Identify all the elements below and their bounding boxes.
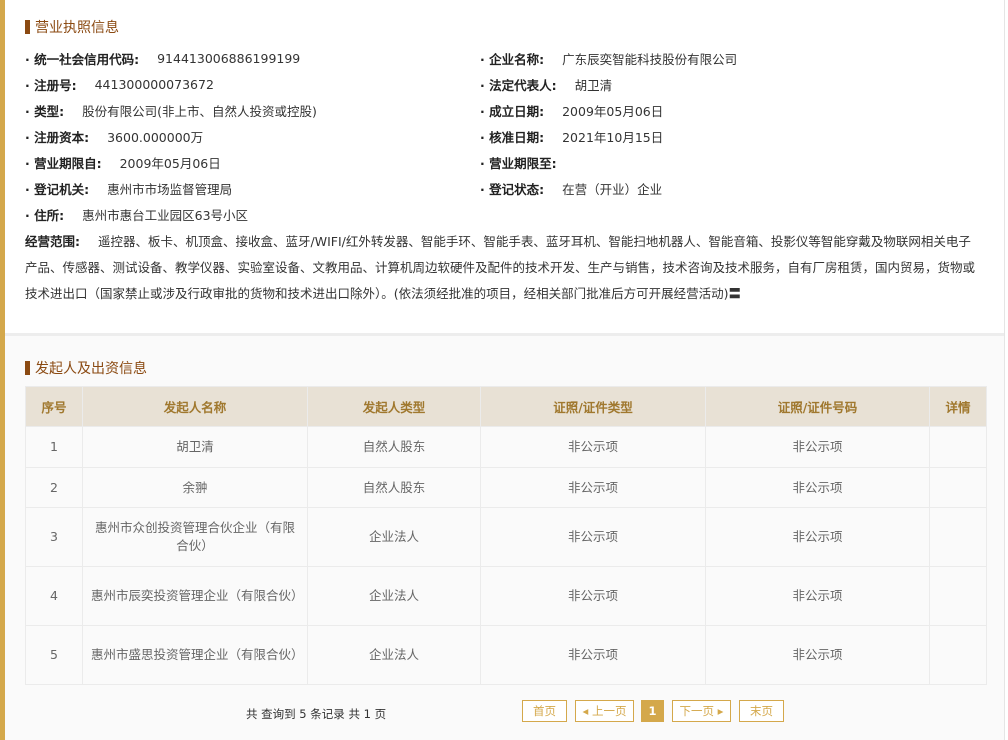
field-label: 成立日期: bbox=[480, 101, 544, 120]
field-label: 注册号: bbox=[25, 75, 77, 94]
scope-label: 经营范围: bbox=[25, 234, 80, 249]
info-field: 营业期限至: bbox=[480, 152, 575, 172]
table-cell: 惠州市众创投资管理合伙企业（有限合伙） bbox=[82, 507, 308, 567]
table-cell: 2 bbox=[25, 467, 83, 508]
table-cell: 非公示项 bbox=[705, 467, 930, 508]
info-field: 核准日期: 2021年10月15日 bbox=[480, 126, 663, 146]
last-page-button[interactable]: 末页 bbox=[739, 700, 784, 722]
table-cell: 非公示项 bbox=[480, 507, 706, 567]
table-cell[interactable] bbox=[929, 426, 987, 468]
field-value: 惠州市市场监督管理局 bbox=[107, 181, 233, 197]
field-label: 类型: bbox=[25, 101, 64, 120]
table-row: 2 余翀 自然人股东 非公示项 非公示项 bbox=[25, 467, 987, 508]
field-value: 2009年05月06日 bbox=[119, 155, 221, 171]
table-cell: 1 bbox=[25, 426, 83, 468]
field-value: 3600.000000万 bbox=[107, 129, 204, 145]
current-page-button[interactable]: 1 bbox=[641, 700, 664, 722]
table-cell: 非公示项 bbox=[705, 625, 930, 685]
table-cell[interactable] bbox=[929, 625, 987, 685]
table-row: 1 胡卫清 自然人股东 非公示项 非公示项 bbox=[25, 426, 987, 468]
table-row: 4 惠州市辰奕投资管理企业（有限合伙） 企业法人 非公示项 非公示项 bbox=[25, 566, 987, 626]
header-type: 发起人类型 bbox=[307, 386, 481, 427]
table-cell[interactable] bbox=[929, 566, 987, 626]
field-label: 法定代表人: bbox=[480, 75, 557, 94]
table-cell: 胡卫清 bbox=[82, 426, 308, 468]
field-value: 2021年10月15日 bbox=[562, 129, 664, 145]
table-header-row: 序号 发起人名称 发起人类型 证照/证件类型 证照/证件号码 详情 bbox=[25, 386, 987, 427]
table-cell: 企业法人 bbox=[307, 566, 481, 626]
table-row: 5 惠州市盛思投资管理企业（有限合伙） 企业法人 非公示项 非公示项 bbox=[25, 625, 987, 685]
field-label: 住所: bbox=[25, 205, 64, 224]
field-label: 营业期限自: bbox=[25, 153, 102, 172]
field-value: 惠州市惠台工业园区63号小区 bbox=[82, 207, 249, 223]
info-field: 法定代表人: 胡卫清 bbox=[480, 74, 612, 94]
table-cell: 余翀 bbox=[82, 467, 308, 508]
info-field: 营业期限自: 2009年05月06日 bbox=[25, 152, 221, 172]
investors-title-text: 发起人及出资信息 bbox=[35, 361, 147, 377]
section-divider bbox=[5, 333, 1004, 336]
field-label: 企业名称: bbox=[480, 49, 544, 68]
table-row: 3 惠州市众创投资管理合伙企业（有限合伙） 企业法人 非公示项 非公示项 bbox=[25, 507, 987, 567]
table-cell: 企业法人 bbox=[307, 507, 481, 567]
investors-title: 发起人及出资信息 bbox=[25, 358, 147, 378]
table-cell: 惠州市辰奕投资管理企业（有限合伙） bbox=[82, 566, 308, 626]
license-title: 营业执照信息 bbox=[25, 17, 119, 37]
table-cell: 非公示项 bbox=[705, 566, 930, 626]
table-cell: 自然人股东 bbox=[307, 426, 481, 468]
table-cell: 非公示项 bbox=[480, 625, 706, 685]
field-value: 914413006886199199 bbox=[157, 50, 301, 66]
table-cell[interactable] bbox=[929, 467, 987, 508]
title-marker bbox=[25, 361, 30, 375]
table-cell: 非公示项 bbox=[480, 467, 706, 508]
field-value: 2009年05月06日 bbox=[562, 103, 664, 119]
field-label: 核准日期: bbox=[480, 127, 544, 146]
header-index: 序号 bbox=[25, 386, 83, 427]
table-cell: 非公示项 bbox=[480, 426, 706, 468]
field-label: 注册资本: bbox=[25, 127, 89, 146]
table-cell: 3 bbox=[25, 507, 83, 567]
info-field: 住所: 惠州市惠台工业园区63号小区 bbox=[25, 204, 248, 224]
header-cert-type: 证照/证件类型 bbox=[480, 386, 706, 427]
table-cell: 自然人股东 bbox=[307, 467, 481, 508]
info-field: 类型: 股份有限公司(非上市、自然人投资或控股) bbox=[25, 100, 317, 120]
info-field: 统一社会信用代码: 914413006886199199 bbox=[25, 48, 300, 68]
table-cell: 非公示项 bbox=[480, 566, 706, 626]
title-marker bbox=[25, 20, 30, 34]
table-cell: 5 bbox=[25, 625, 83, 685]
table-cell: 4 bbox=[25, 566, 83, 626]
field-value: 广东辰奕智能科技股份有限公司 bbox=[562, 51, 738, 67]
header-name: 发起人名称 bbox=[82, 386, 308, 427]
field-value: 441300000073672 bbox=[94, 76, 214, 92]
info-field: 注册号: 441300000073672 bbox=[25, 74, 214, 94]
table-cell: 企业法人 bbox=[307, 625, 481, 685]
first-page-button[interactable]: 首页 bbox=[522, 700, 567, 722]
investors-table: 序号 发起人名称 发起人类型 证照/证件类型 证照/证件号码 详情 1 胡卫清 自然… bbox=[25, 386, 987, 685]
prev-page-button[interactable]: ◂ 上一页 bbox=[575, 700, 634, 722]
field-value: 胡卫清 bbox=[574, 77, 613, 93]
scope-text: 遥控器、板卡、机顶盒、接收盒、蓝牙/WIFI/红外转发器、智能手环、智能手表、蓝… bbox=[25, 234, 976, 301]
business-scope: 经营范围: 遥控器、板卡、机顶盒、接收盒、蓝牙/WIFI/红外转发器、智能手环、智… bbox=[25, 229, 975, 307]
license-title-text: 营业执照信息 bbox=[35, 20, 119, 36]
info-field: 注册资本: 3600.000000万 bbox=[25, 126, 203, 146]
info-field: 登记机关: 惠州市市场监督管理局 bbox=[25, 178, 232, 198]
field-label: 营业期限至: bbox=[480, 153, 557, 172]
field-value: 在营（开业）企业 bbox=[562, 181, 663, 197]
left-accent-border bbox=[0, 0, 5, 740]
header-detail: 详情 bbox=[929, 386, 987, 427]
next-page-button[interactable]: 下一页 ▸ bbox=[672, 700, 731, 722]
table-cell[interactable] bbox=[929, 507, 987, 567]
info-field: 登记状态: 在营（开业）企业 bbox=[480, 178, 662, 198]
pagination-info: 共 查询到 5 条记录 共 1 页 bbox=[246, 707, 387, 721]
field-label: 登记机关: bbox=[25, 179, 89, 198]
info-field: 成立日期: 2009年05月06日 bbox=[480, 100, 663, 120]
table-cell: 非公示项 bbox=[705, 507, 930, 567]
info-field: 企业名称: 广东辰奕智能科技股份有限公司 bbox=[480, 48, 737, 68]
header-cert-no: 证照/证件号码 bbox=[705, 386, 930, 427]
field-label: 统一社会信用代码: bbox=[25, 49, 139, 68]
field-value: 股份有限公司(非上市、自然人投资或控股) bbox=[82, 103, 317, 119]
table-cell: 非公示项 bbox=[705, 426, 930, 468]
field-label: 登记状态: bbox=[480, 179, 544, 198]
table-cell: 惠州市盛思投资管理企业（有限合伙） bbox=[82, 625, 308, 685]
right-border bbox=[1004, 0, 1005, 740]
